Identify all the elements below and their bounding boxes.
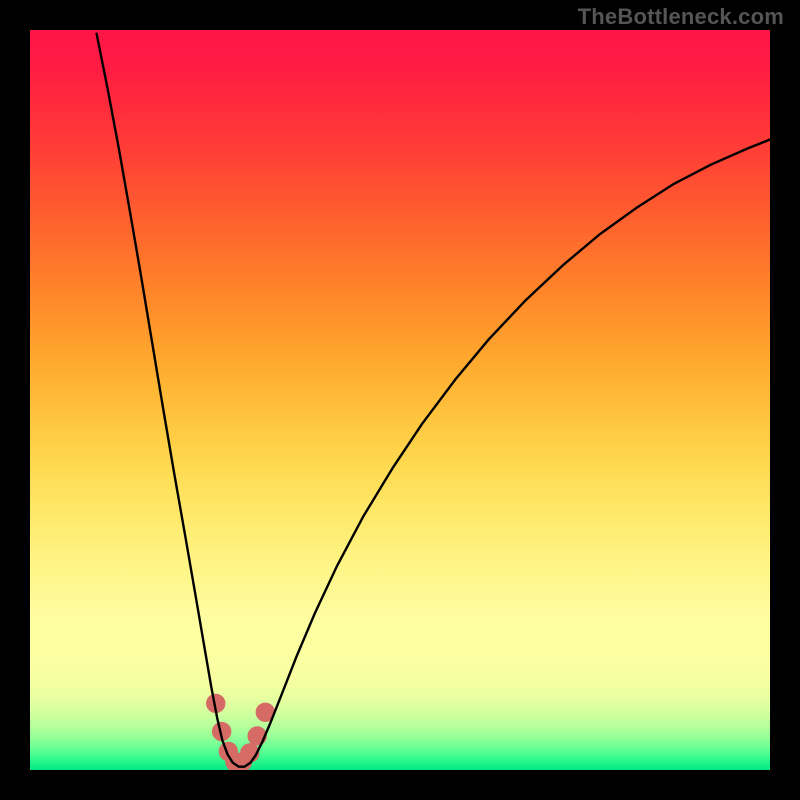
bottleneck-chart bbox=[30, 30, 770, 770]
curve-markers bbox=[207, 694, 275, 770]
stage: TheBottleneck.com bbox=[0, 0, 800, 800]
plot-area bbox=[30, 30, 770, 770]
watermark-text: TheBottleneck.com bbox=[578, 4, 784, 30]
bottleneck-curve bbox=[97, 34, 770, 767]
